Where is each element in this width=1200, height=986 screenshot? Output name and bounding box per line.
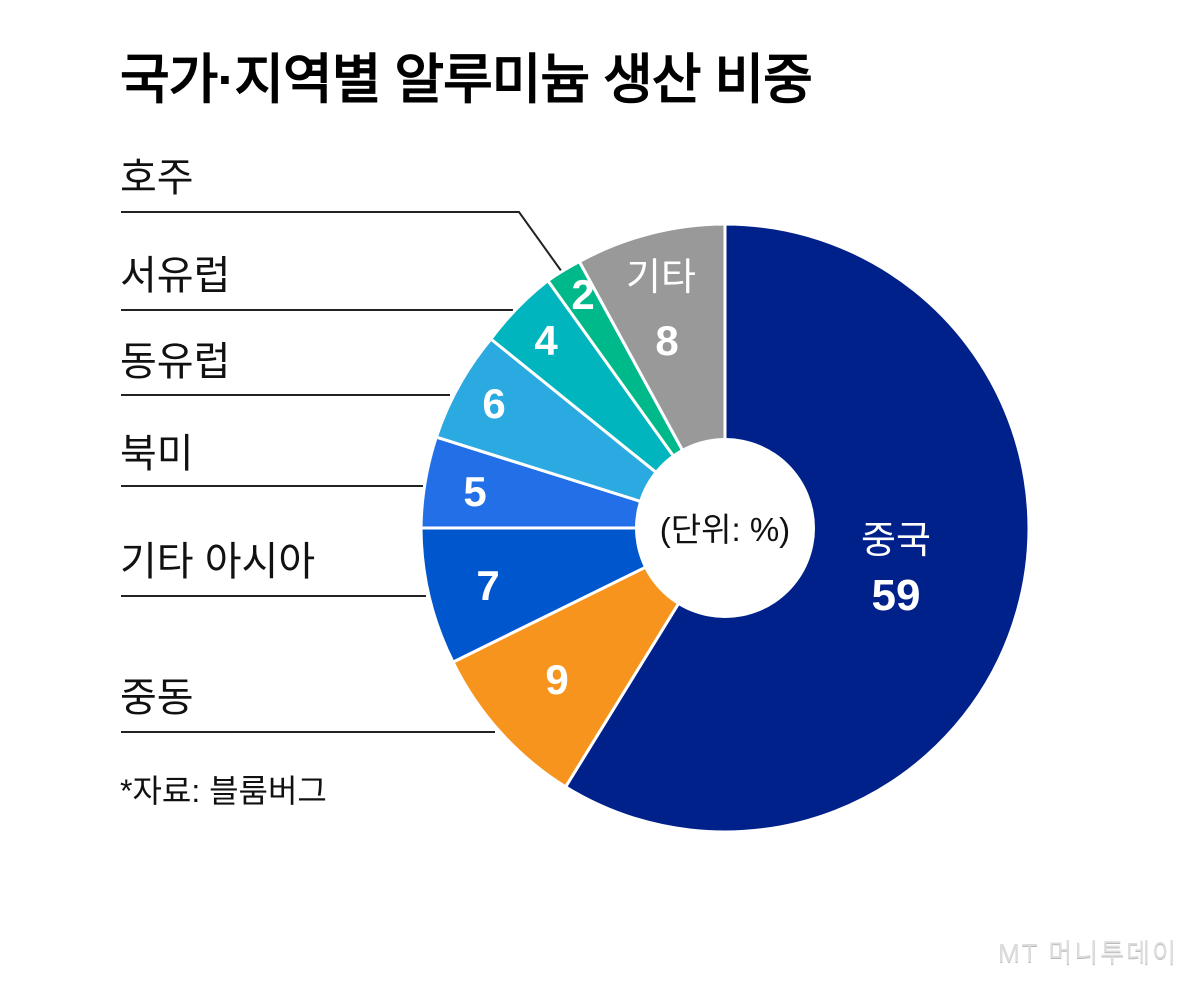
slice-label-australia-value: 2 xyxy=(571,271,594,318)
slice-label-other-asia-value: 7 xyxy=(476,562,499,609)
slice-middle-east xyxy=(451,526,727,789)
source-note: *자료: 블룸버그 xyxy=(120,773,327,809)
slice-label-west-europe-value: 4 xyxy=(534,317,558,364)
chart-title: 국가·지역별 알루미늄 생산 비중 xyxy=(120,50,813,110)
slice-label-china-value: 59 xyxy=(872,571,921,620)
label-north-america: 북미 xyxy=(120,432,194,476)
unit-label: (단위: %) xyxy=(660,511,790,548)
label-west-europe: 서유럽 xyxy=(120,254,231,298)
slice-label-middle-east-value: 9 xyxy=(545,656,568,703)
label-east-europe: 동유럽 xyxy=(120,340,231,384)
slice-label-other-value: 8 xyxy=(655,317,678,364)
publisher-watermark: MT 머니투데이 xyxy=(998,938,1178,968)
slice-label-north-america-value: 5 xyxy=(463,468,486,515)
label-australia: 호주 xyxy=(120,156,194,200)
leader-lines xyxy=(121,211,563,733)
label-middle-east: 중동 xyxy=(120,676,194,720)
slice-label-other-name: 기타 xyxy=(626,257,696,299)
donut-hole xyxy=(635,438,815,618)
slice-label-china-name: 중국 xyxy=(861,520,931,562)
leader-line-australia xyxy=(121,211,563,273)
slice-label-east-europe-value: 6 xyxy=(482,380,505,427)
label-other-asia: 기타 아시아 xyxy=(120,540,316,584)
